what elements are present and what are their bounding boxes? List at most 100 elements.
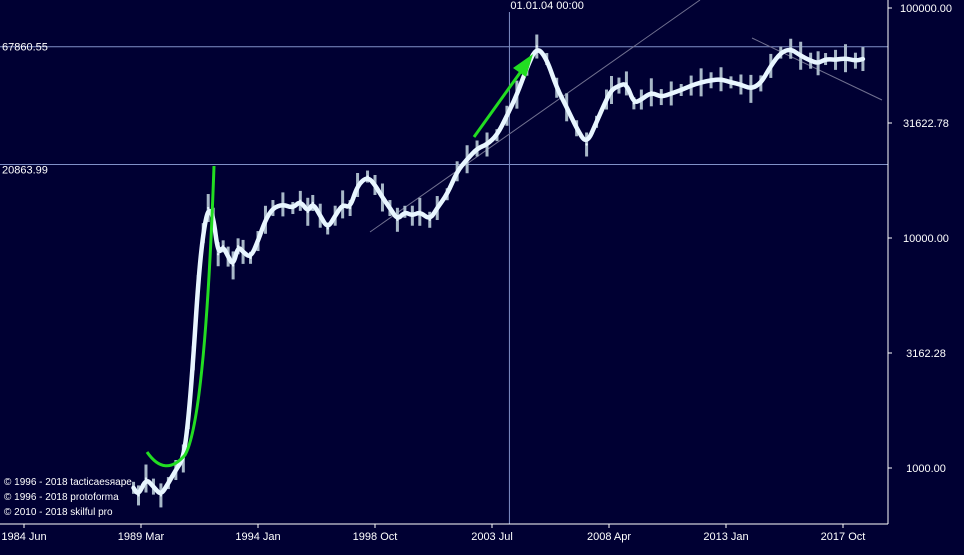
copyright-line-3: © 2010 - 2018 skilful pro [4, 507, 113, 518]
data-point [144, 477, 148, 480]
axis-labels: 1984 Jun 1989 Mar 1994 Jan 1998 Oct 2003 Jul… [1, 0, 952, 543]
data-point [167, 481, 170, 485]
data-point [264, 218, 267, 221]
data-point [152, 485, 155, 488]
data-point [159, 494, 163, 497]
x-tick-label: 1998 Oct [353, 531, 398, 543]
data-point [699, 81, 703, 84]
data-point [411, 214, 414, 217]
data-point [202, 231, 205, 235]
data-point [585, 143, 588, 146]
data-point [689, 84, 693, 87]
data-point [306, 210, 309, 213]
data-point [396, 218, 399, 221]
crosshair-high-label: 67860.55 [2, 42, 48, 54]
data-point [495, 133, 499, 137]
data-point [799, 54, 802, 57]
data-point [610, 88, 613, 92]
data-point [326, 227, 329, 230]
data-point [660, 95, 663, 99]
data-point [824, 57, 827, 61]
y-tick-label: 10000.00 [903, 233, 949, 245]
data-point [759, 82, 763, 85]
accent-arrow-shaft [472, 69, 524, 138]
data-point [319, 214, 322, 217]
data-point [132, 486, 135, 490]
accent-parabolic-curve [145, 165, 216, 468]
data-point [174, 468, 178, 472]
data-point [241, 250, 245, 254]
data-point [816, 62, 820, 65]
data-point [709, 79, 713, 82]
accent-arrow-head [513, 54, 533, 77]
crosshair-time-label: 01.01.04 00:00 [510, 0, 583, 12]
data-point [403, 210, 407, 213]
data-point [545, 57, 548, 61]
data-point [455, 170, 459, 173]
data-point [216, 253, 220, 256]
data-point [445, 193, 449, 196]
data-point [299, 199, 302, 203]
data-point [256, 239, 260, 243]
x-tick-label: 2008 Apr [587, 531, 631, 543]
data-point [861, 57, 865, 61]
data-point [428, 218, 431, 221]
data-point [625, 82, 628, 85]
data-point [779, 51, 782, 54]
data-point [348, 206, 352, 210]
copyright-line-2: © 1996 - 2018 protoforma [4, 492, 119, 503]
accent-annotations [145, 54, 533, 468]
x-tick-label: 2017 Oct [821, 531, 866, 543]
data-point [679, 88, 683, 92]
data-point [388, 206, 392, 210]
data-point [575, 127, 578, 130]
data-point [595, 120, 598, 124]
data-point [809, 59, 812, 62]
data-point [187, 419, 190, 423]
trendline-rising [369, 0, 701, 233]
copyright-line-1: © 1996 - 2018 tacticaesяape [4, 477, 132, 488]
data-point [192, 357, 195, 360]
data-point [271, 206, 275, 210]
crosshair-lines [0, 12, 888, 524]
data-point [381, 196, 384, 199]
x-tick-label: 2013 Jan [703, 531, 748, 543]
data-point [226, 255, 230, 258]
data-point [341, 203, 344, 206]
data-point [281, 203, 285, 206]
data-point [632, 102, 636, 105]
data-point [137, 494, 140, 497]
data-point [729, 81, 733, 84]
y-tick-label: 1000.00 [906, 463, 946, 475]
data-point [670, 92, 673, 95]
price-line-group [131, 45, 866, 497]
axes [0, 0, 892, 528]
data-point [844, 56, 847, 60]
crosshair-low-label: 20863.99 [2, 165, 48, 177]
data-point [719, 78, 723, 81]
data-point [650, 91, 653, 94]
data-point [789, 47, 792, 50]
data-point [207, 206, 210, 210]
data-point [333, 214, 337, 217]
x-tick-label: 2003 Jul [471, 531, 513, 543]
data-point [640, 98, 643, 101]
y-tick-label: 3162.28 [906, 348, 946, 360]
data-point [418, 210, 422, 213]
data-point [515, 93, 519, 96]
data-point [356, 183, 359, 187]
x-tick-label: 1989 Mar [118, 531, 165, 543]
x-tick-label: 1994 Jan [235, 531, 280, 543]
data-point [249, 256, 252, 260]
data-point [311, 201, 314, 205]
data-point [565, 106, 568, 109]
data-point [236, 245, 240, 248]
data-point [854, 59, 857, 62]
x-tick-label: 1984 Jun [1, 531, 46, 543]
data-point [366, 175, 369, 178]
data-point [617, 84, 621, 87]
data-point [436, 206, 439, 210]
data-point [221, 245, 225, 248]
